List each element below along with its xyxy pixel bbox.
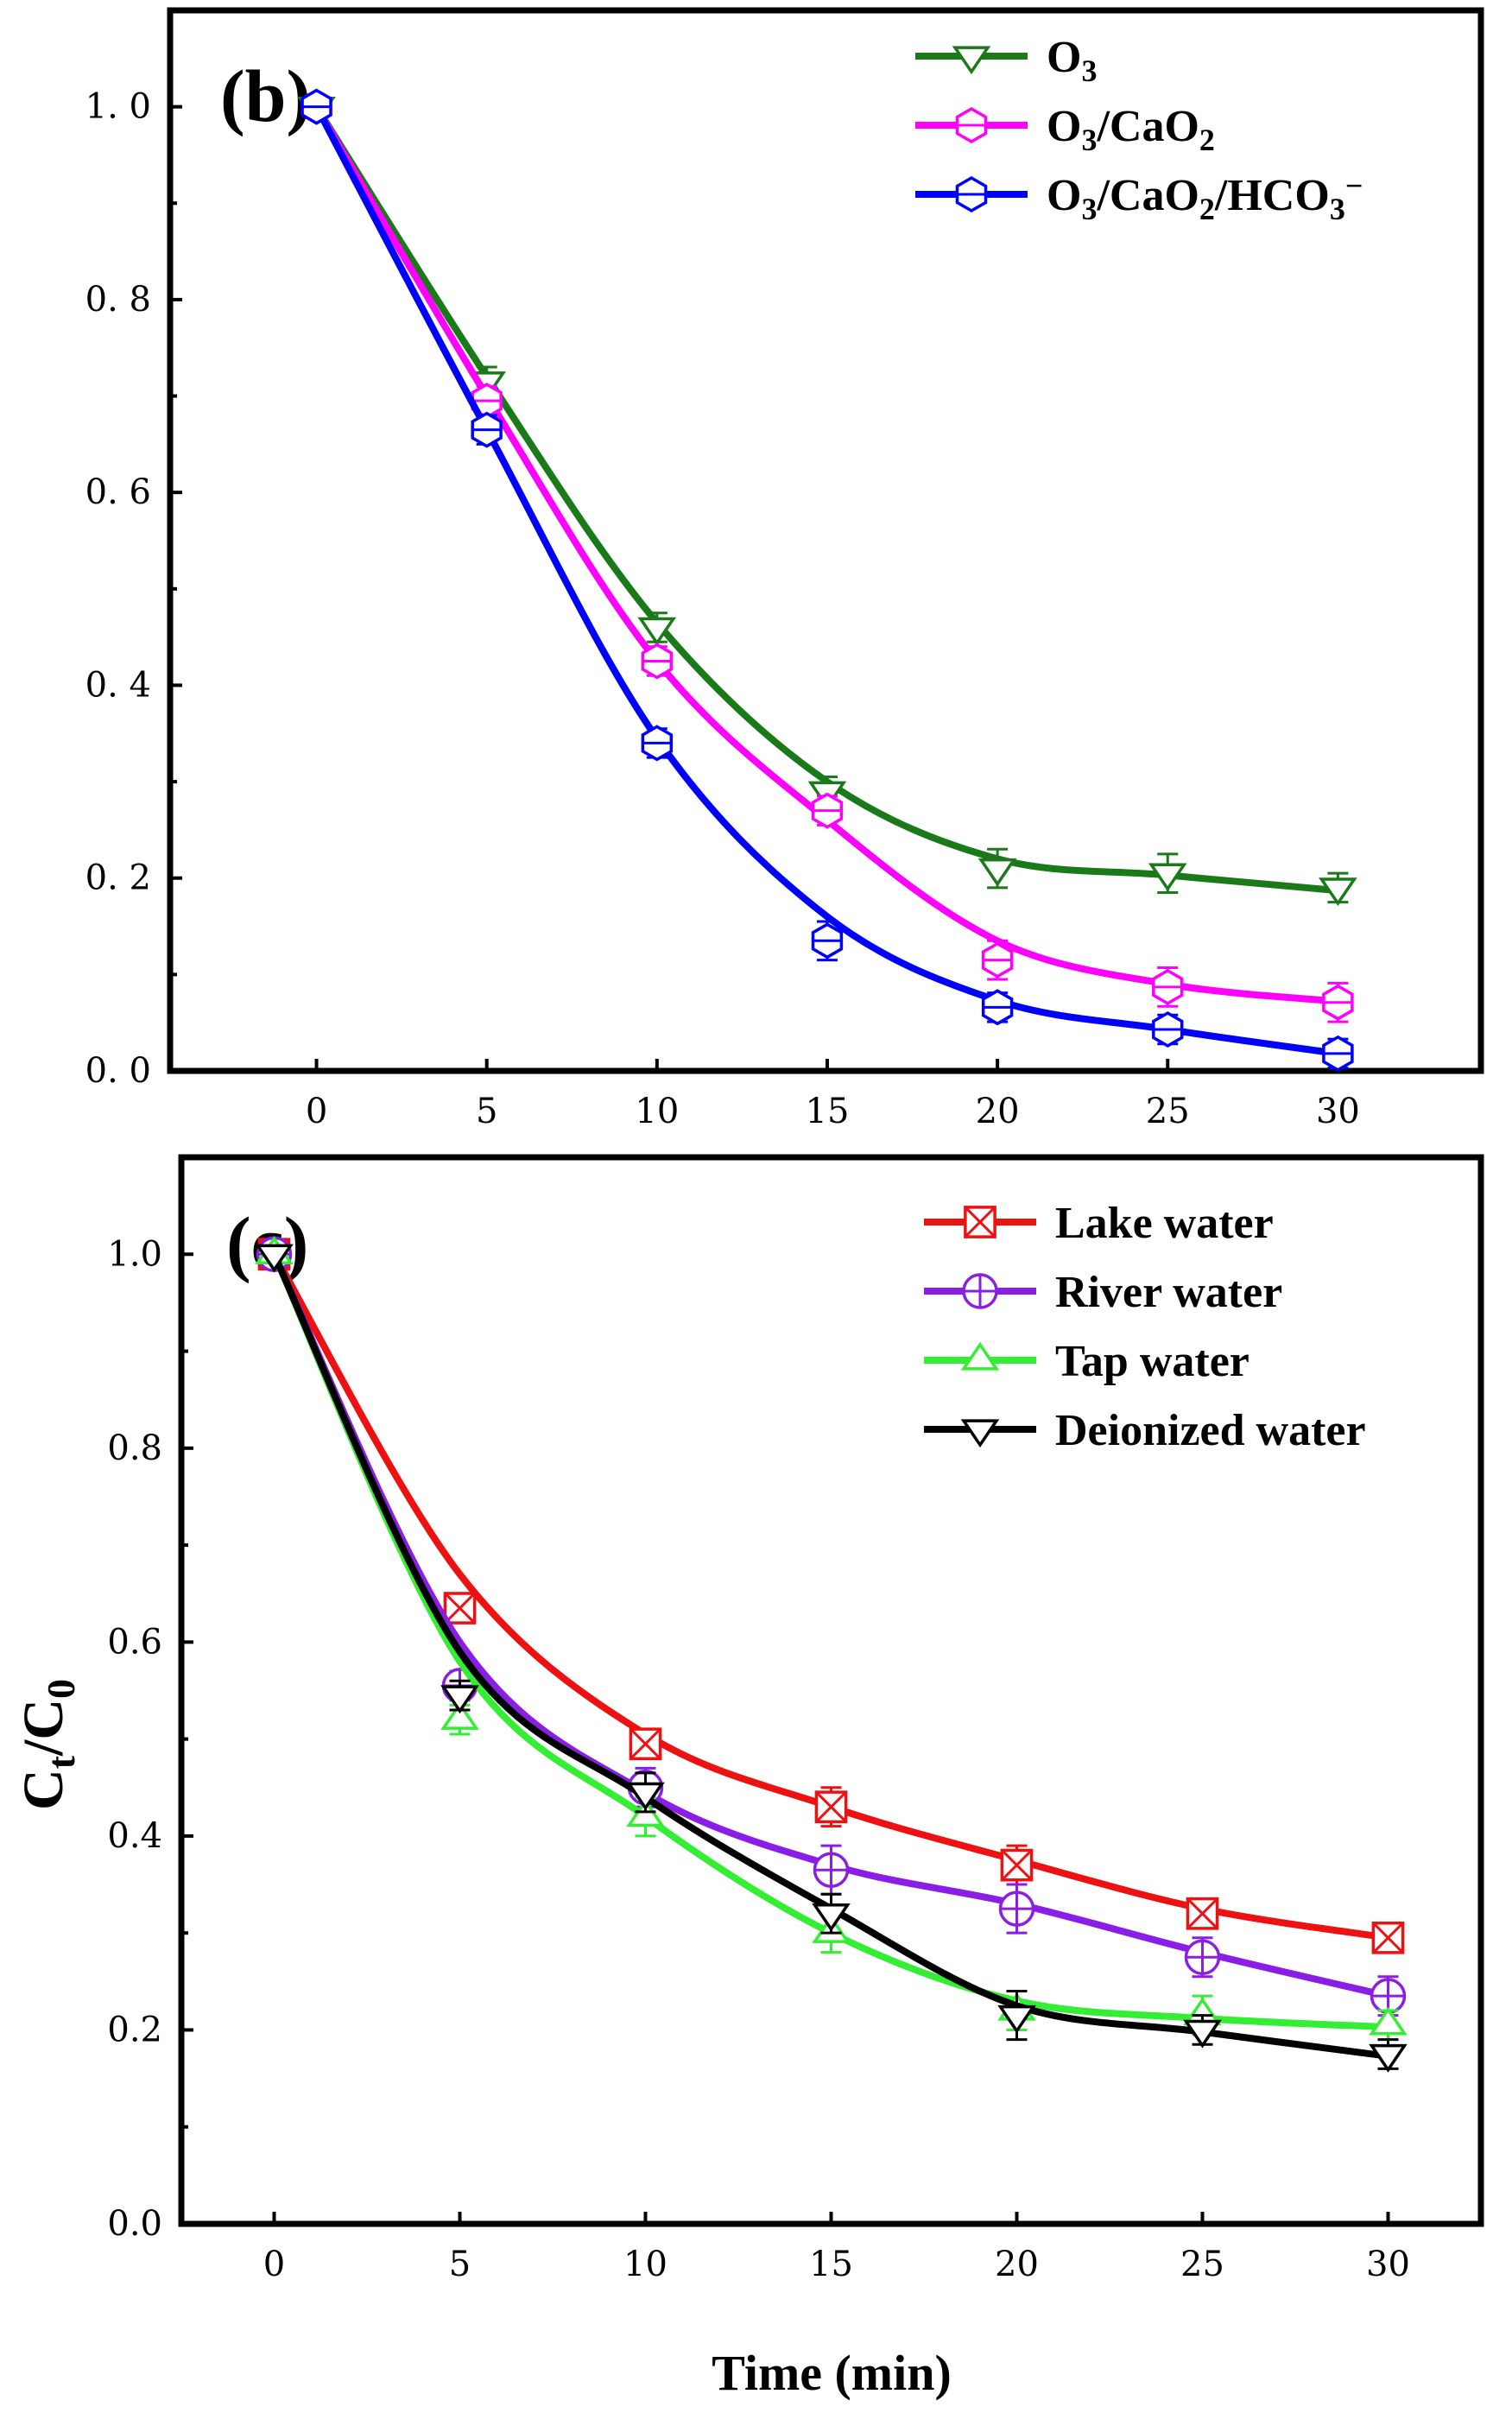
data-point-detail	[444, 1592, 476, 1624]
legend-label-part: 3	[1081, 54, 1097, 88]
y-tick-label: 0. 4	[85, 665, 151, 705]
y-axis-title-slash: /C	[12, 1699, 75, 1757]
y-tick-label: 0. 8	[85, 280, 151, 320]
y-tick-label: 1. 0	[85, 87, 151, 127]
series-o3-cao2-hco3	[301, 88, 1354, 1072]
y-tick-label: 0.4	[107, 1816, 162, 1856]
legend-marker-detail	[964, 1206, 996, 1238]
y-tick-label: 0.8	[107, 1428, 162, 1468]
series-line	[270, 1252, 1389, 2060]
y-tick-label: 0. 6	[85, 472, 151, 512]
legend-label: Lake water	[1055, 1199, 1274, 1248]
y-axis-title-sub1: t	[39, 1755, 83, 1769]
data-point	[1369, 2006, 1408, 2036]
y-tick-label: 0.0	[107, 2204, 162, 2244]
legend: Lake water River water Tap water Deionized …	[924, 1199, 1366, 1455]
legend-label-part: /CaO	[1096, 171, 1199, 220]
x-tick-label: 30	[1316, 1092, 1360, 1131]
x-tick-label: 0	[306, 1092, 327, 1131]
data-point-detail	[1001, 1849, 1033, 1881]
data-point	[626, 1798, 665, 1827]
x-tick-label: 5	[476, 1092, 497, 1131]
data-point-detail	[815, 1791, 847, 1823]
legend-label: O3/CaO2/HCO3−	[1047, 168, 1363, 226]
x-tick-label: 20	[976, 1092, 1020, 1131]
legend-label-part: O	[1047, 33, 1081, 82]
data-point-detail	[1186, 1897, 1218, 1929]
x-tick-label: 25	[1146, 1092, 1190, 1131]
panel-label: (b)	[220, 54, 311, 137]
legend-label-part: /CaO	[1096, 102, 1199, 151]
y-tick-label: 0. 2	[85, 858, 151, 898]
legend-label-part: 3	[1330, 192, 1345, 226]
series-river-water	[256, 1236, 1407, 2017]
y-tick-label: 0. 0	[85, 1051, 151, 1091]
legend-label-part: /HCO	[1214, 171, 1330, 220]
y-tick-label: 0.2	[107, 2010, 162, 2049]
x-tick-label: 5	[449, 2245, 471, 2284]
x-tick-label: 15	[806, 1092, 850, 1131]
x-axis-title: Time (min)	[712, 2345, 952, 2401]
legend-label-part: −	[1345, 168, 1363, 203]
x-tick-label: 20	[995, 2245, 1039, 2284]
y-axis-title: Ct/C0	[12, 1679, 83, 1810]
y-axis-title-sub2: 0	[39, 1679, 83, 1699]
legend-marker	[960, 1341, 1000, 1371]
x-tick-label: 25	[1180, 2245, 1224, 2284]
series-deionized-water	[255, 1244, 1408, 2073]
y-axis-title-main: C	[12, 1769, 75, 1810]
x-tick-label: 10	[623, 2245, 667, 2284]
y-tick-label: 1.0	[107, 1234, 162, 1274]
legend-label-part: 2	[1199, 123, 1215, 157]
legend-label: O3/CaO2	[1047, 102, 1215, 157]
legend-label-part: 3	[1081, 123, 1097, 157]
legend-label: Deionized water	[1055, 1406, 1366, 1455]
x-tick-label: 0	[263, 2245, 285, 2284]
legend-label-part: O	[1047, 171, 1081, 220]
legend-label: River water	[1055, 1268, 1282, 1317]
data-point	[440, 1701, 479, 1730]
legend-label-part: 2	[1199, 192, 1215, 226]
x-tick-label: 10	[635, 1092, 679, 1131]
panel-b: 0. 0 0. 2 0. 4 0. 6 0. 8 1. 0 0 5 10 15 20 25 30 (b) O…	[85, 7, 1484, 1131]
legend-label: Tap water	[1055, 1337, 1249, 1386]
data-point-detail	[1372, 1922, 1404, 1954]
legend-label-part: 3	[1081, 192, 1097, 226]
y-tick-label: 0.6	[107, 1622, 162, 1662]
series-o3-cao2	[301, 88, 1354, 1023]
data-point-detail	[629, 1728, 661, 1760]
x-tick-label: 30	[1366, 2245, 1410, 2284]
legend-label: O3	[1047, 33, 1097, 88]
legend-label-part: O	[1047, 102, 1081, 151]
x-tick-label: 15	[809, 2245, 853, 2284]
